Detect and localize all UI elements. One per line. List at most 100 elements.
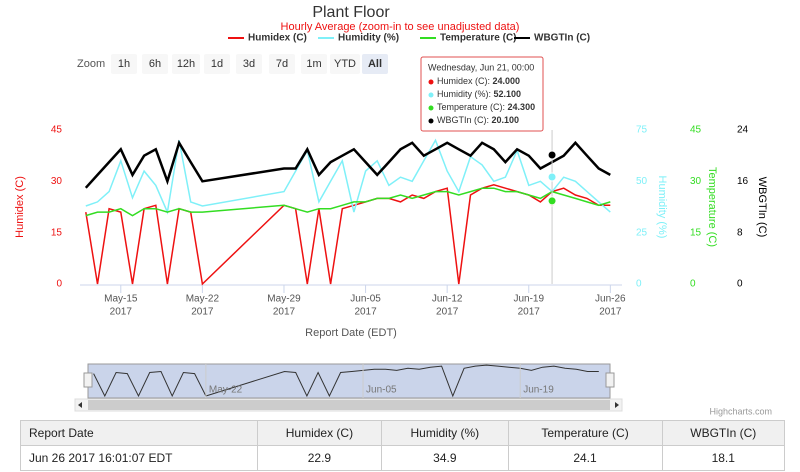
x-axis-title: Report Date (EDT) <box>305 327 397 339</box>
navigator-handle[interactable] <box>605 372 615 388</box>
x-tick-year: 2017 <box>518 307 541 318</box>
credits[interactable]: Highcharts.com <box>709 406 772 416</box>
x-tick-label: Jun-19 <box>513 294 544 305</box>
tooltip-row: Temperature (C): 24.300 <box>437 102 535 112</box>
y-tick-label: 30 <box>51 176 63 187</box>
tooltip-row-value: 52.100 <box>494 89 522 99</box>
range-button[interactable] <box>269 54 295 74</box>
cell: 22.9 <box>256 445 383 471</box>
tooltip-row-value: 24.000 <box>493 76 521 86</box>
cell: 18.1 <box>661 445 785 471</box>
data-table: Report Date Humidex (C) Humidity (%) Tem… <box>20 420 785 471</box>
range-button-label[interactable]: 1h <box>118 58 130 70</box>
y-tick-label: 25 <box>636 227 648 238</box>
navigator-mask <box>87 363 611 399</box>
x-tick-label: May-22 <box>186 294 220 305</box>
range-button[interactable] <box>142 54 168 74</box>
range-button-label[interactable]: 6h <box>149 58 161 70</box>
x-tick-label: May-15 <box>104 294 138 305</box>
tooltip-bullet <box>428 105 434 111</box>
range-button-label[interactable]: 1m <box>306 58 321 70</box>
tooltip-bullet <box>428 118 434 124</box>
tooltip-bullet <box>428 79 434 85</box>
x-tick-year: 2017 <box>599 307 622 318</box>
y-axis-title: Temperature (C) <box>706 167 718 247</box>
y-axis-title: Humidity (%) <box>656 176 668 239</box>
header-cell: WBGTIn (C) <box>661 420 785 446</box>
cell: Jun 26 2017 16:01:07 EDT <box>20 445 258 471</box>
series-line <box>85 187 611 217</box>
navigator-series <box>93 364 599 398</box>
tooltip-title: Wednesday, Jun 21, 00:00 <box>428 62 534 72</box>
header-cell: Humidity (%) <box>381 420 509 446</box>
range-button-label[interactable]: 7d <box>276 58 288 70</box>
y-tick-label: 16 <box>737 176 749 187</box>
range-button[interactable] <box>172 54 200 74</box>
legend-label[interactable]: Temperature (C) <box>440 33 517 44</box>
hover-marker <box>547 150 557 160</box>
scroll-left-arrow[interactable] <box>78 402 82 408</box>
y-tick-label: 45 <box>690 125 702 136</box>
header-cell: Temperature (C) <box>507 420 663 446</box>
tooltip-box <box>420 56 544 132</box>
series-line <box>85 138 611 215</box>
y-tick-label: 50 <box>636 176 648 187</box>
range-button[interactable] <box>301 54 327 74</box>
range-button[interactable] <box>330 54 360 74</box>
range-button[interactable] <box>204 54 230 74</box>
scroll-right-arrow[interactable] <box>615 402 619 408</box>
hover-marker <box>547 172 557 182</box>
range-button[interactable] <box>111 54 137 74</box>
cell: 34.9 <box>381 445 509 471</box>
navigator-label: Jun-19 <box>523 385 554 396</box>
range-button[interactable] <box>362 54 388 74</box>
y-tick-label: 8 <box>737 227 743 238</box>
y-axis-title: Humidex (C) <box>14 176 26 238</box>
legend-label[interactable]: WBGTIn (C) <box>534 33 590 44</box>
x-tick-year: 2017 <box>354 307 377 318</box>
y-tick-label: 0 <box>636 279 642 290</box>
x-tick-label: Jun-05 <box>350 294 381 305</box>
navigator-label: May-22 <box>209 385 243 396</box>
y-tick-label: 24 <box>737 125 749 136</box>
y-tick-label: 15 <box>690 227 702 238</box>
x-tick-label: May-29 <box>267 294 301 305</box>
tooltip-row-value: 24.300 <box>508 102 536 112</box>
header-cell: Humidex (C) <box>256 420 383 446</box>
range-button-label[interactable]: All <box>368 58 382 70</box>
chart-subtitle: Hourly Average (zoom-in to see unadjuste… <box>281 21 520 33</box>
table-header: Report Date Humidex (C) Humidity (%) Tem… <box>20 420 785 446</box>
x-tick-label: Jun-26 <box>595 294 626 305</box>
range-button-label[interactable]: 1d <box>211 58 223 70</box>
series-line <box>85 184 611 286</box>
hover-marker <box>547 196 557 206</box>
x-tick-year: 2017 <box>273 307 296 318</box>
y-tick-label: 0 <box>737 279 743 290</box>
y-axis-title: WBGTIn (C) <box>756 177 768 238</box>
range-button-label[interactable]: YTD <box>334 58 356 70</box>
range-button-label[interactable]: 3d <box>243 58 255 70</box>
header-cell: Report Date <box>20 420 258 446</box>
tooltip-row: Humidex (C): 24.000 <box>437 76 520 86</box>
legend-label[interactable]: Humidity (%) <box>338 33 399 44</box>
y-tick-label: 75 <box>636 125 648 136</box>
y-tick-label: 0 <box>690 279 696 290</box>
y-tick-label: 15 <box>51 227 63 238</box>
range-button-label[interactable]: 12h <box>177 58 195 70</box>
x-tick-year: 2017 <box>191 307 214 318</box>
range-button[interactable] <box>236 54 262 74</box>
tooltip-row-name: WBGTIn (C): <box>437 115 489 125</box>
table-row: Jun 26 2017 16:01:07 EDT 22.9 34.9 24.1 … <box>20 445 785 471</box>
legend-label[interactable]: Humidex (C) <box>248 33 307 44</box>
tooltip-row: Humidity (%): 52.100 <box>437 89 521 99</box>
x-tick-label: Jun-12 <box>432 294 463 305</box>
y-tick-label: 45 <box>51 125 63 136</box>
x-tick-year: 2017 <box>436 307 459 318</box>
cell: 24.1 <box>507 445 663 471</box>
scrollbar-thumb[interactable] <box>88 400 610 410</box>
navigator-handle[interactable] <box>83 372 93 388</box>
tooltip-bullet <box>428 92 434 98</box>
y-tick-label: 0 <box>56 279 62 290</box>
tooltip-row-name: Humidity (%): <box>437 89 491 99</box>
